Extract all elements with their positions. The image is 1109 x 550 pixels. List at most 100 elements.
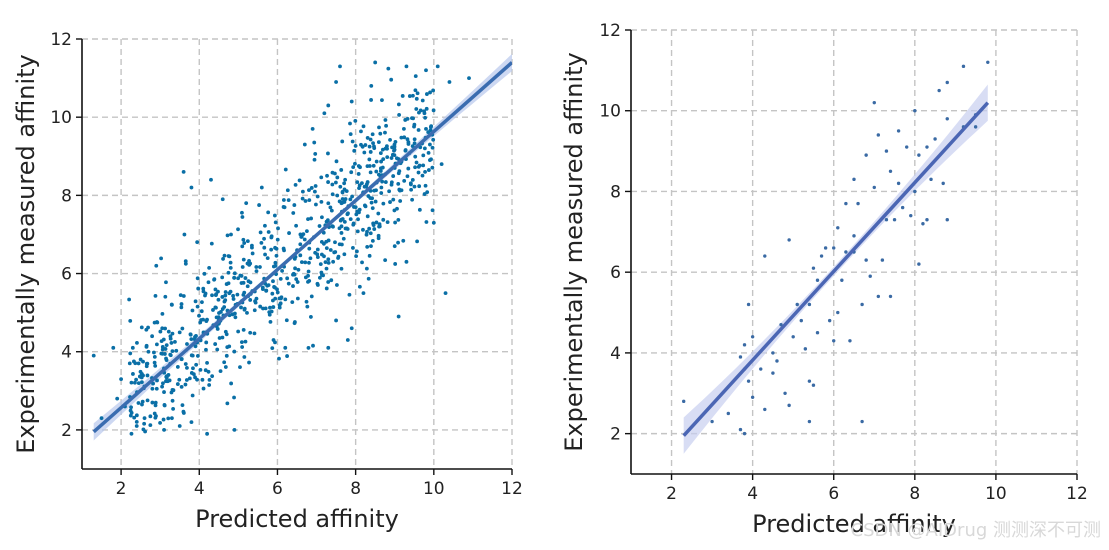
data-point xyxy=(337,226,342,231)
data-point xyxy=(408,181,413,186)
data-point xyxy=(312,157,317,162)
data-point xyxy=(307,246,312,251)
data-point xyxy=(190,353,195,358)
data-point xyxy=(201,386,206,391)
data-point xyxy=(430,165,435,170)
data-point xyxy=(232,276,237,280)
data-point xyxy=(280,268,285,273)
data-point xyxy=(329,208,334,213)
data-point xyxy=(379,159,384,164)
data-point xyxy=(195,377,199,382)
data-point xyxy=(134,419,139,424)
data-point xyxy=(383,258,388,263)
data-point xyxy=(320,272,324,277)
data-point xyxy=(420,173,425,178)
data-point xyxy=(775,359,779,363)
data-point xyxy=(312,189,317,194)
data-point xyxy=(206,369,211,374)
data-point xyxy=(377,224,382,229)
data-point xyxy=(223,290,228,294)
data-point xyxy=(374,220,379,225)
data-point xyxy=(131,372,135,376)
data-point xyxy=(339,217,344,222)
data-point xyxy=(799,318,803,323)
data-point xyxy=(269,309,274,314)
data-point xyxy=(346,211,350,216)
data-point xyxy=(325,218,330,223)
data-point xyxy=(141,427,146,432)
data-point xyxy=(265,256,270,260)
data-point xyxy=(242,290,247,295)
data-point xyxy=(302,142,307,147)
data-point xyxy=(360,260,364,265)
data-point xyxy=(412,141,417,146)
data-point xyxy=(391,197,396,202)
left-regression-line xyxy=(92,61,512,434)
data-point xyxy=(373,199,378,204)
data-point xyxy=(245,310,249,315)
data-point xyxy=(225,233,230,238)
data-point xyxy=(193,299,198,304)
data-point xyxy=(374,159,379,164)
data-point xyxy=(852,177,856,182)
data-point xyxy=(170,349,175,354)
data-point xyxy=(322,111,327,116)
data-point xyxy=(179,357,184,361)
data-point xyxy=(779,322,783,327)
data-point xyxy=(303,199,308,203)
data-point xyxy=(227,291,232,296)
data-point xyxy=(240,210,244,215)
data-point xyxy=(274,253,279,258)
data-point xyxy=(961,64,966,69)
data-point xyxy=(326,103,331,108)
data-point xyxy=(240,345,245,349)
data-point xyxy=(431,137,436,142)
data-point xyxy=(202,271,207,276)
x-tick-label: 6 xyxy=(272,479,283,499)
data-point xyxy=(416,170,421,175)
data-point xyxy=(348,217,353,222)
data-point xyxy=(872,100,876,105)
data-point xyxy=(185,342,189,346)
data-point xyxy=(349,326,354,331)
data-point xyxy=(140,399,145,404)
data-point xyxy=(318,262,323,267)
data-point xyxy=(374,169,379,174)
data-point xyxy=(422,146,427,151)
y-tick-label: 2 xyxy=(610,425,621,445)
data-point xyxy=(241,237,246,242)
data-point xyxy=(413,74,418,79)
data-point xyxy=(336,254,341,259)
y-tick-label: 12 xyxy=(599,21,621,41)
data-point xyxy=(352,148,357,153)
data-point xyxy=(284,318,289,323)
data-point xyxy=(135,340,139,345)
data-point xyxy=(304,299,309,304)
data-point xyxy=(945,218,949,222)
right-x-axis-label: Predicted affinity xyxy=(752,510,956,538)
data-point xyxy=(905,145,909,149)
data-point xyxy=(373,60,378,65)
data-point xyxy=(299,260,304,265)
data-point xyxy=(241,327,246,332)
data-point xyxy=(162,403,167,407)
left-y-axis-label: Experimentally measured affinity xyxy=(12,54,40,453)
data-point xyxy=(405,137,410,142)
data-point xyxy=(303,260,308,265)
data-point xyxy=(407,94,412,98)
data-point xyxy=(226,270,231,275)
data-point xyxy=(263,252,267,257)
data-point xyxy=(370,206,375,211)
data-point xyxy=(381,217,386,222)
data-point xyxy=(328,205,333,210)
data-point xyxy=(300,196,305,201)
data-point xyxy=(216,315,221,320)
data-point xyxy=(195,304,200,309)
data-point xyxy=(196,286,201,291)
data-point xyxy=(317,224,322,228)
data-point xyxy=(91,353,96,358)
data-point xyxy=(354,254,359,259)
data-point xyxy=(852,234,856,238)
data-point xyxy=(319,199,324,204)
data-point xyxy=(738,427,743,432)
